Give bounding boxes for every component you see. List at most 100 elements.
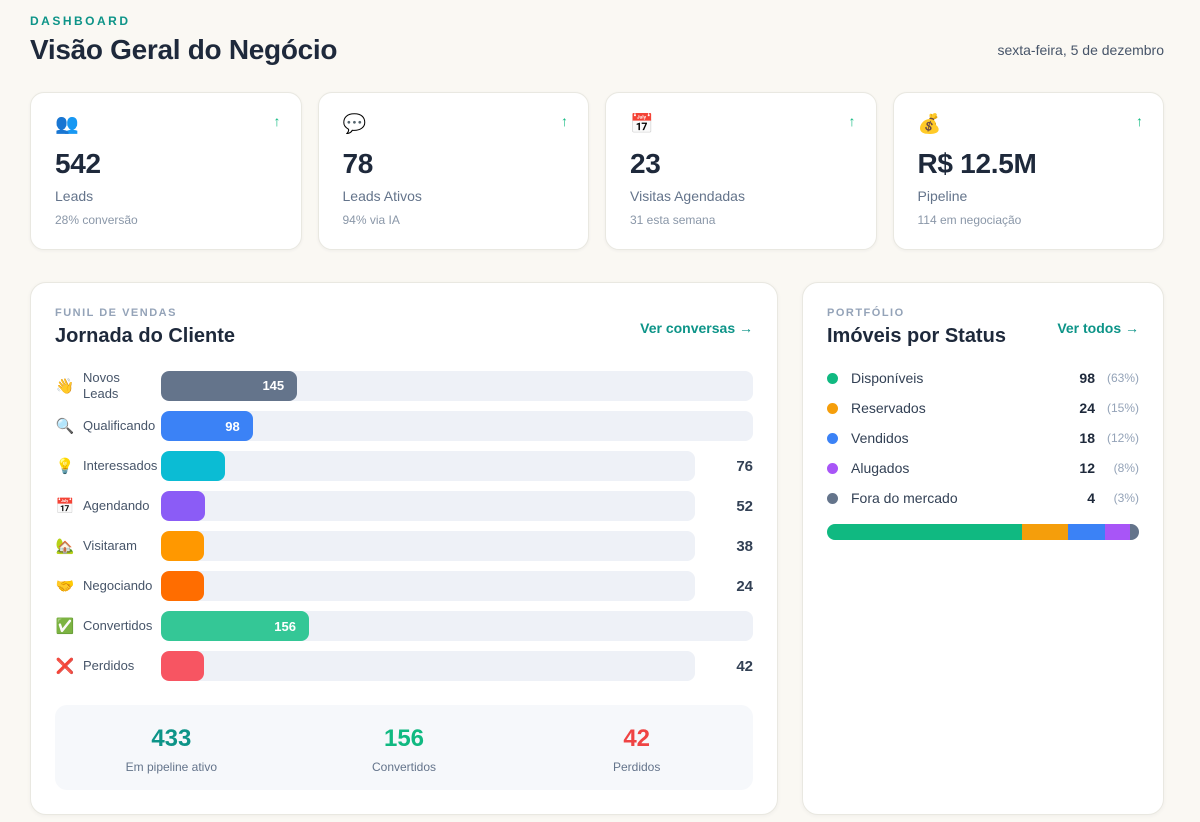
- chat-icon: 💬: [342, 114, 367, 135]
- funnel-bar-value: 38: [736, 537, 753, 555]
- users-icon: 👥: [55, 114, 79, 135]
- funnel-bar-value: 24: [736, 577, 753, 595]
- cross-icon: ❌: [55, 658, 75, 676]
- stat-card-visits: 📅 ↑ 23 Visitas Agendadas 31 esta semana: [605, 92, 877, 250]
- legend-value: 12: [1079, 460, 1095, 476]
- stat-cards-row: 👥 ↑ 542 Leads 28% conversão 💬 ↑ 78 Leads…: [30, 92, 1164, 250]
- wave-icon: 👋: [55, 377, 75, 395]
- legend-percent: (8%): [1113, 461, 1139, 475]
- legend-percent: (63%): [1106, 371, 1139, 385]
- stacked-segment-reservados: [1021, 524, 1068, 540]
- funnel-rows: 👋Novos Leads 145 145 🔍Qualificando 98 98…: [55, 370, 753, 682]
- stat-card-active-leads: 💬 ↑ 78 Leads Ativos 94% via IA: [317, 92, 589, 250]
- money-bag-icon: 💰: [917, 114, 942, 135]
- funnel-stage-label: Novos Leads: [83, 370, 120, 401]
- status-dot-icon: [827, 462, 838, 474]
- funnel-bar-value: 52: [736, 497, 753, 515]
- status-dot-icon: [827, 372, 838, 384]
- funnel-bar: 98: [161, 411, 253, 442]
- funnel-title: Jornada do Cliente: [55, 325, 236, 347]
- funnel-bar-track: 76: [161, 451, 695, 482]
- summary-pipeline: 433 Em pipeline ativo: [55, 725, 288, 774]
- handshake-icon: 🤝: [55, 578, 75, 596]
- stat-sublabel: 94% via IA: [342, 213, 400, 227]
- funnel-header: FUNIL DE VENDAS Jornada do Cliente Ver c…: [55, 307, 753, 348]
- main-panels: FUNIL DE VENDAS Jornada do Cliente Ver c…: [30, 282, 1164, 816]
- legend-item-alugados: Alugados 12 (8%): [827, 460, 1139, 476]
- funnel-row-negociando: 🤝 Negociando 24 24: [55, 571, 753, 602]
- status-dot-icon: [827, 432, 838, 444]
- funnel-bar-value: 76: [736, 457, 753, 475]
- stat-card-leads: 👥 ↑ 542 Leads 28% conversão: [30, 92, 302, 250]
- legend-item-fora-do-mercado: Fora do mercado 4 (3%): [827, 490, 1139, 506]
- stat-label: Leads Ativos: [342, 188, 422, 204]
- stat-sublabel: 114 em negociação: [917, 213, 1022, 227]
- legend-item-reservados: Reservados 24 (15%): [827, 400, 1139, 416]
- funnel-eyebrow: FUNIL DE VENDAS: [55, 307, 177, 319]
- funnel-stage-label: Convertidos: [83, 618, 153, 634]
- legend-percent: (15%): [1106, 401, 1139, 415]
- summary-label: Perdidos: [612, 760, 661, 775]
- funnel-bar-value: 98: [225, 418, 240, 434]
- sales-funnel-panel: FUNIL DE VENDAS Jornada do Cliente Ver c…: [30, 282, 778, 816]
- funnel-stage-label: Visitaram: [83, 538, 137, 554]
- summary-value: 156: [383, 725, 425, 753]
- funnel-bar-track: 145: [161, 370, 753, 401]
- trend-up-icon: ↑: [1136, 113, 1143, 129]
- legend-value: 18: [1079, 430, 1095, 446]
- page-title: Visão Geral do Negócio: [30, 34, 338, 65]
- funnel-row-interessados: 💡 Interessados 76 76: [55, 451, 753, 482]
- funnel-titles: FUNIL DE VENDAS Jornada do Cliente: [55, 307, 235, 348]
- funnel-row-novos-leads: 👋Novos Leads 145 145: [55, 370, 753, 401]
- status-stacked-bar: [827, 524, 1139, 540]
- trend-up-icon: ↑: [561, 113, 568, 129]
- funnel-bar: 42: [161, 651, 204, 682]
- portfolio-panel: PORTFÓLIO Imóveis por Status Ver todos →…: [802, 282, 1164, 816]
- view-all-link[interactable]: Ver todos →: [1057, 319, 1139, 336]
- funnel-row-qualificando: 🔍Qualificando 98 98: [55, 411, 753, 442]
- portfolio-header: PORTFÓLIO Imóveis por Status Ver todos →: [827, 307, 1139, 348]
- summary-value: 433: [151, 725, 192, 753]
- funnel-bar-track: 156: [161, 611, 753, 642]
- funnel-bar: 156: [161, 611, 309, 642]
- stat-sublabel: 28% conversão: [55, 213, 138, 227]
- stat-label: Visitas Agendadas: [630, 188, 745, 204]
- funnel-stage-label: Perdidos: [83, 658, 135, 674]
- legend-value: 4: [1087, 490, 1095, 506]
- stacked-segment-alugados: [1105, 524, 1130, 540]
- view-conversations-link[interactable]: Ver conversas →: [640, 319, 753, 336]
- summary-converted: 156 Convertidos: [288, 725, 521, 774]
- page-header: DASHBOARD Visão Geral do Negócio sexta-f…: [30, 14, 1164, 66]
- stat-value: 23: [630, 148, 661, 179]
- magnifier-icon: 🔍: [55, 418, 75, 436]
- trend-up-icon: ↑: [848, 113, 856, 129]
- portfolio-eyebrow: PORTFÓLIO: [827, 307, 905, 319]
- funnel-stage-label: Interessados: [83, 458, 158, 474]
- summary-lost: 42 Perdidos: [520, 725, 753, 774]
- legend-label: Alugados: [851, 460, 910, 476]
- bulb-icon: 💡: [55, 458, 75, 476]
- status-legend: Disponíveis 98 (63%) Reservados 24 (15%)…: [827, 370, 1139, 506]
- legend-item-disponiveis: Disponíveis 98 (63%): [827, 370, 1139, 386]
- trend-up-icon: ↑: [273, 113, 281, 129]
- stat-value: R$ 12.5M: [917, 148, 1037, 179]
- current-date: sexta-feira, 5 de dezembro: [997, 42, 1164, 58]
- funnel-bar: 24: [161, 571, 204, 602]
- funnel-bar-track: 38: [161, 531, 695, 562]
- funnel-stage-label: Qualificando: [83, 418, 156, 434]
- stat-value: 78: [342, 148, 374, 179]
- status-dot-icon: [827, 492, 838, 504]
- legend-label: Fora do mercado: [851, 490, 958, 506]
- funnel-summary: 433 Em pipeline ativo 156 Convertidos 42…: [55, 705, 753, 791]
- funnel-bar-value: 42: [736, 657, 753, 675]
- house-icon: 🏡: [55, 538, 75, 556]
- funnel-bar-track: 42: [161, 651, 695, 682]
- status-dot-icon: [827, 402, 838, 414]
- funnel-bar-track: 52: [161, 491, 695, 522]
- funnel-bar: 38: [161, 531, 204, 562]
- stacked-segment-disponiveis: [827, 524, 1022, 540]
- stat-card-pipeline: 💰 ↑ R$ 12.5M Pipeline 114 em negociação: [892, 92, 1164, 250]
- summary-label: Em pipeline ativo: [125, 760, 218, 775]
- funnel-stage-label: Agendando: [83, 498, 150, 514]
